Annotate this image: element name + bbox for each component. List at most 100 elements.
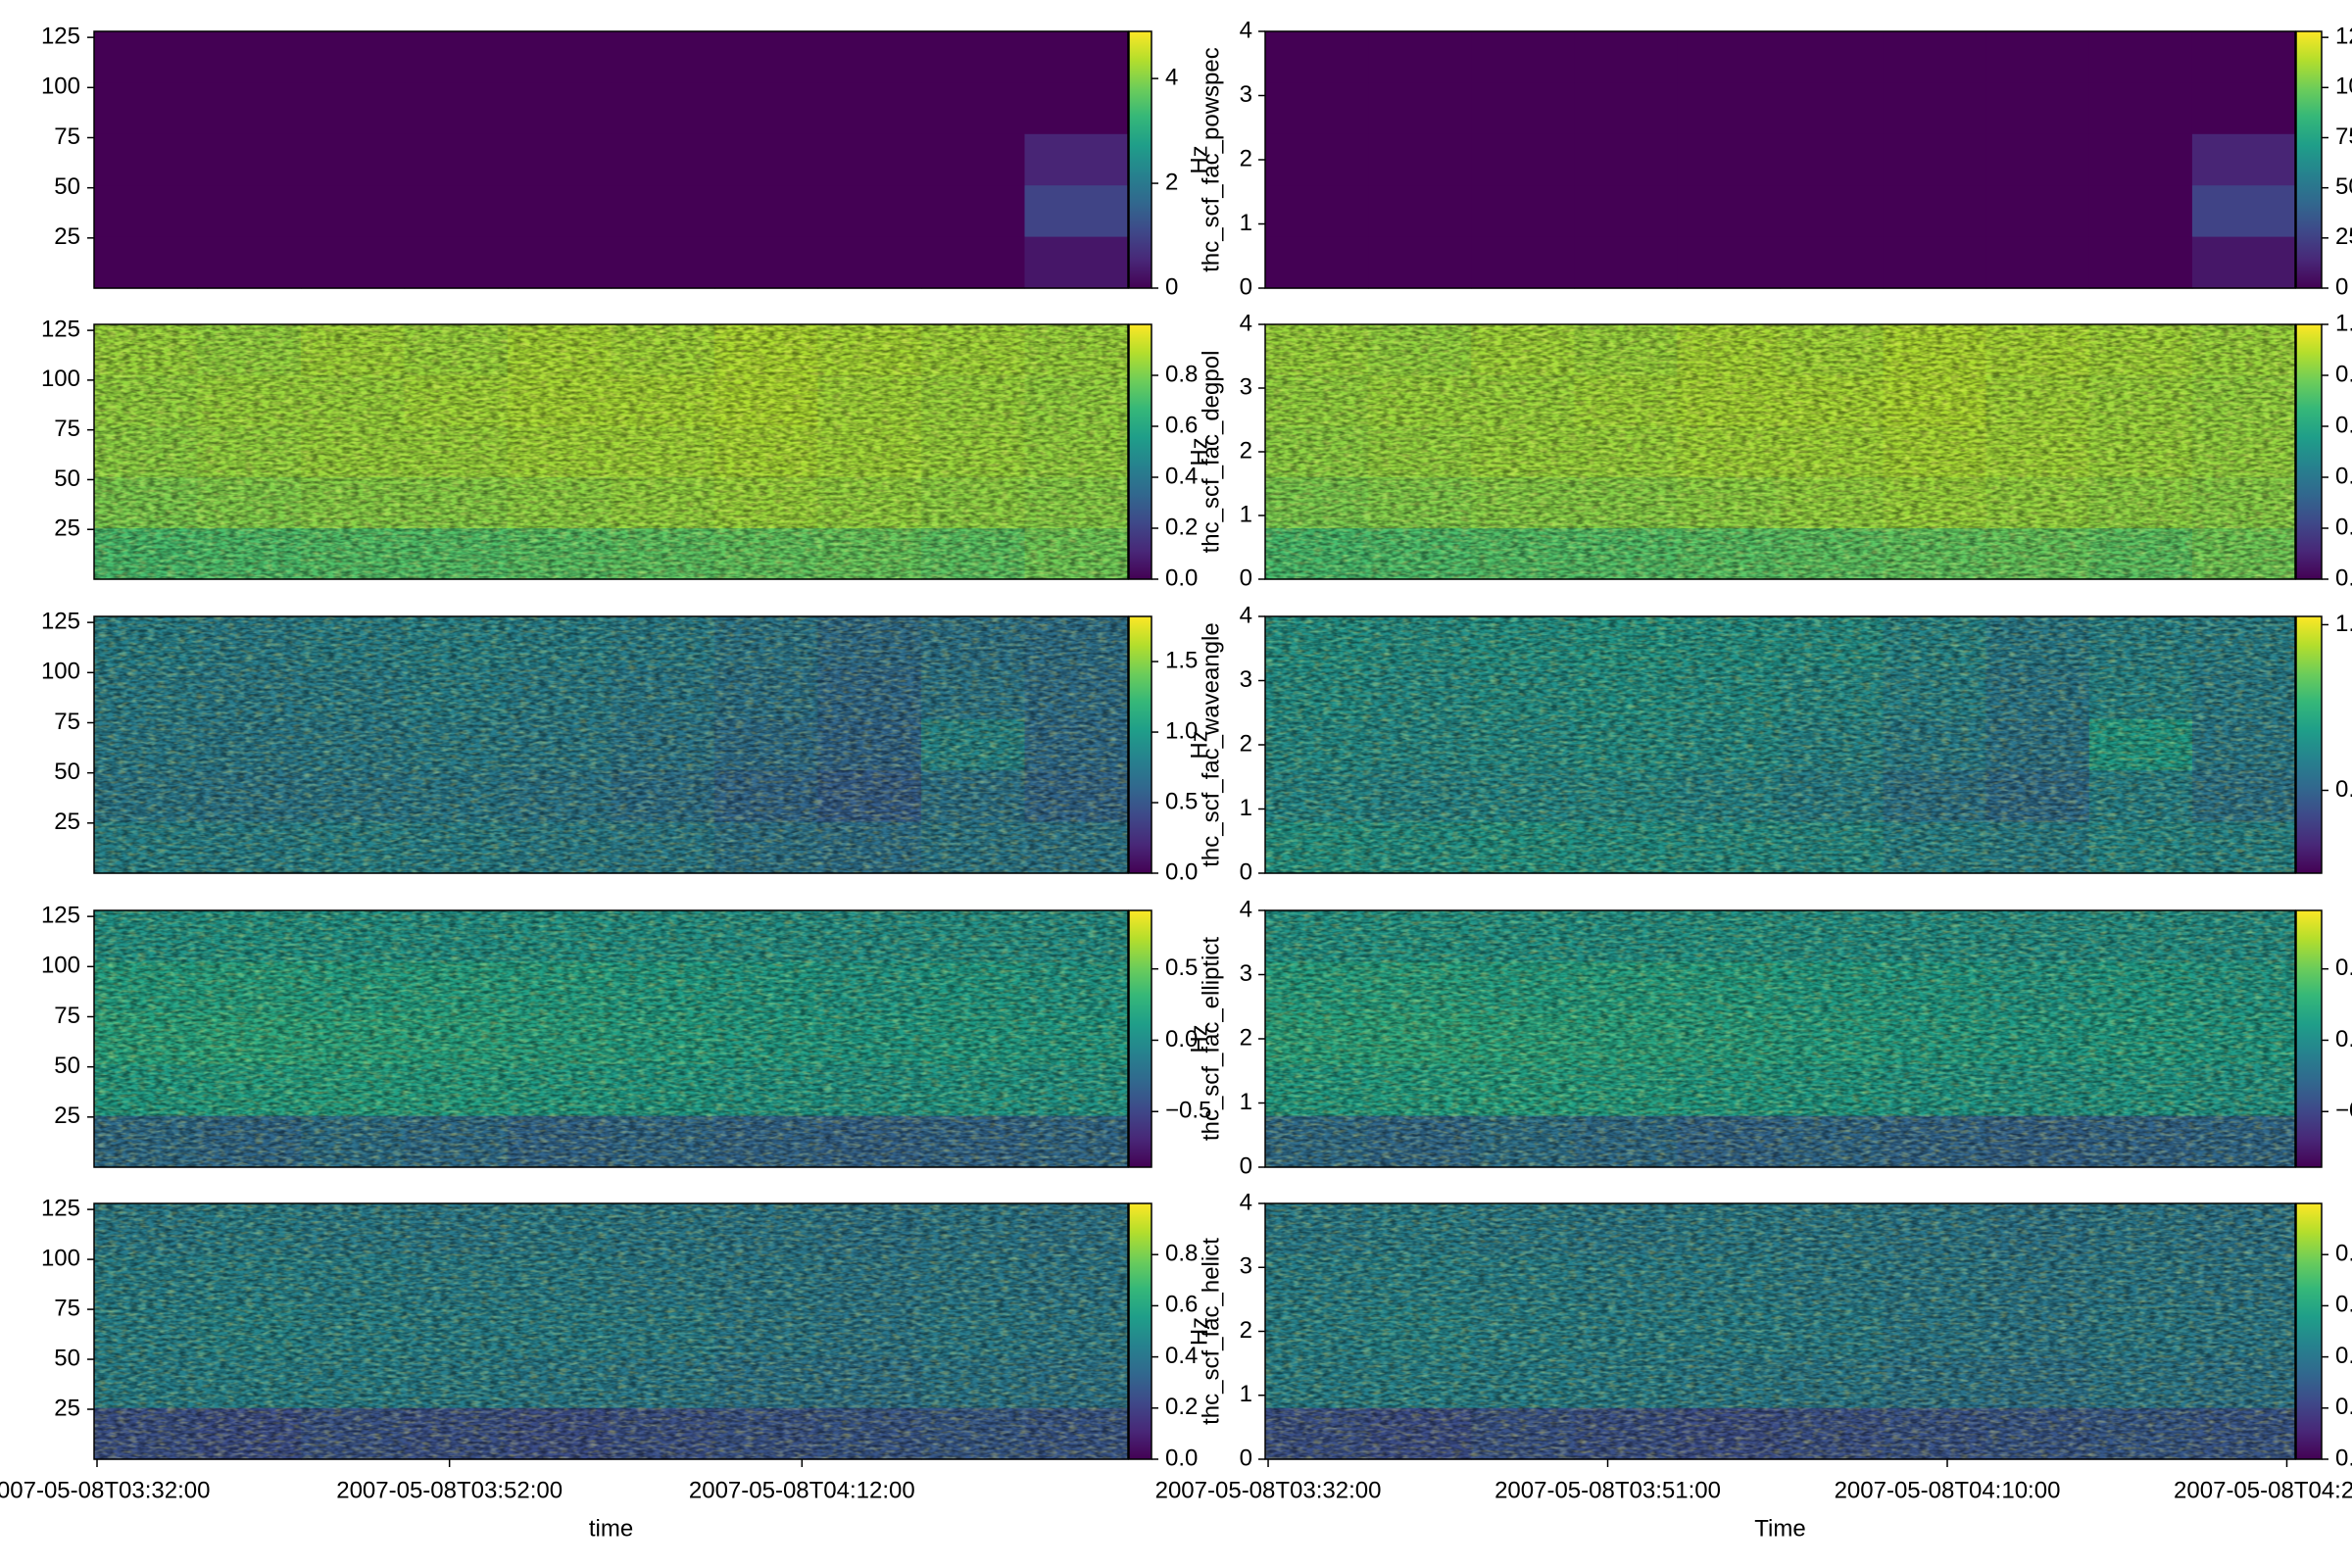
heatmap-cell [1985,31,2090,83]
colorbar-label: thc_scf_fac_helict [1198,1238,1224,1425]
colorbar-tick-label: 1.5 [2335,611,2352,637]
y-axis-label: Hz [1186,145,1212,173]
y-tick-label: 75 [54,416,80,442]
colorbar-tick-label: 2 [1165,169,1178,195]
heatmap-cell [921,31,1026,83]
colorbar-tick-label: 0.6 [1165,1292,1198,1318]
heatmap-cell [714,31,819,83]
heatmap-cell [2088,82,2193,135]
heatmap-cell [1780,133,1885,186]
y-tick-label: 75 [54,123,80,150]
colorbar-label: thc_scf_fac_degpol [1198,351,1224,554]
y-tick-label: 2 [1240,437,1252,464]
colorbar-tick-label: 0.5 [1165,955,1198,981]
texture [94,324,1128,579]
heatmap-cell [1368,82,1472,135]
heatmap-cell [197,133,302,186]
y-tick-label: 125 [41,23,80,49]
plot-frame [93,615,1129,874]
colorbar-frame [2295,909,2323,1168]
colorbar-tick-label: 0.8 [2335,1241,2352,1267]
heatmap-cell [611,236,715,289]
colorbar [1129,324,1152,579]
y-tick-label: 3 [1240,81,1252,108]
x-tick-label: 2007-05-08T03:51:00 [1494,1477,1721,1503]
heatmap-cell [1883,185,1987,238]
heatmap-cell [1368,133,1472,186]
y-tick-label: 100 [41,953,80,979]
colorbar-tick-label: 0.8 [2335,361,2352,387]
colorbar-frame [1128,909,1152,1168]
heatmap-cell [508,133,612,186]
colorbar-tick-label: 0.5 [2335,955,2352,981]
y-tick-label: 3 [1240,960,1252,987]
y-tick-label: 50 [54,1053,80,1079]
y-tick-label: 25 [54,1102,80,1129]
colorbar-tick-label: 25 [2335,223,2352,250]
heatmap-cell [301,133,406,186]
x-tick-label: 2007-05-08T03:32:00 [0,1477,210,1503]
colorbar-tick-label: −0.5 [2335,1098,2352,1124]
heatmap-cell [1883,133,1987,186]
heatmap-cell [611,82,715,135]
colorbar-tick-label: 0.0 [1165,858,1198,885]
heatmap-cell [301,185,406,238]
colorbar-tick-label: 100 [2335,74,2352,100]
heatmap-cell [921,82,1026,135]
colorbar-tick-label: 0 [1165,273,1178,300]
heatmap-cell [2191,82,2296,135]
y-tick-label: 50 [54,759,80,785]
colorbar-tick-label: 0.2 [1165,514,1198,540]
y-axis-label: Hz [1186,437,1212,466]
y-tick-label: 50 [54,466,80,492]
heatmap-cell [94,185,199,238]
colorbar-tick-label: 1.0 [1165,717,1198,744]
heatmap-cell [1677,185,1782,238]
colorbar-tick-label: 0.5 [1165,788,1198,814]
texture [94,1203,1128,1459]
colorbar-tick-label: 1.5 [1165,647,1198,673]
heatmap-cell [1024,82,1129,135]
heatmap-cell [1471,82,1575,135]
heatmap-cell [1574,82,1678,135]
colorbar-tick-label: 0.4 [1165,1343,1198,1369]
heatmap-cell [301,82,406,135]
texture [1265,1203,2295,1459]
heatmap-cell [197,31,302,83]
x-tick-label: 2007-05-08T04:12:00 [689,1477,915,1503]
heatmap-cell [2191,236,2296,289]
heatmap-cell [508,236,612,289]
y-tick-label: 1 [1240,795,1252,821]
heatmap-cell [2088,185,2193,238]
y-tick-label: 50 [54,1345,80,1371]
colorbar [2296,31,2322,288]
heatmap-cell [1780,236,1885,289]
y-tick-label: 25 [54,808,80,835]
colorbar [2296,1203,2322,1459]
colorbar [2296,324,2322,579]
heatmap-cell [508,82,612,135]
heatmap-cell [611,133,715,186]
colorbar-tick-label: 0.6 [2335,412,2352,438]
y-axis-label: Hz [1186,1024,1212,1053]
heatmap-cell [714,82,819,135]
colorbar-label: thc_scf_fac_waveangle [1198,622,1224,867]
heatmap-cell [611,31,715,83]
heatmap-cell [197,185,302,238]
y-tick-label: 2 [1240,145,1252,172]
heatmap-cell [197,82,302,135]
x-tick-label: 2007-05-08T03:32:00 [1155,1477,1382,1503]
heatmap-cell [1471,133,1575,186]
y-tick-label: 1 [1240,1089,1252,1115]
plot-frame [93,323,1129,580]
y-tick-label: 3 [1240,373,1252,400]
heatmap-cell [1677,133,1782,186]
heatmap-cell [94,82,199,135]
heatmap-cell [1883,236,1987,289]
colorbar [2296,616,2322,873]
y-tick-label: 2 [1240,1317,1252,1344]
colorbar-frame [2295,1202,2323,1460]
y-tick-label: 100 [41,366,80,392]
texture [94,910,1128,1167]
heatmap-cell [94,236,199,289]
